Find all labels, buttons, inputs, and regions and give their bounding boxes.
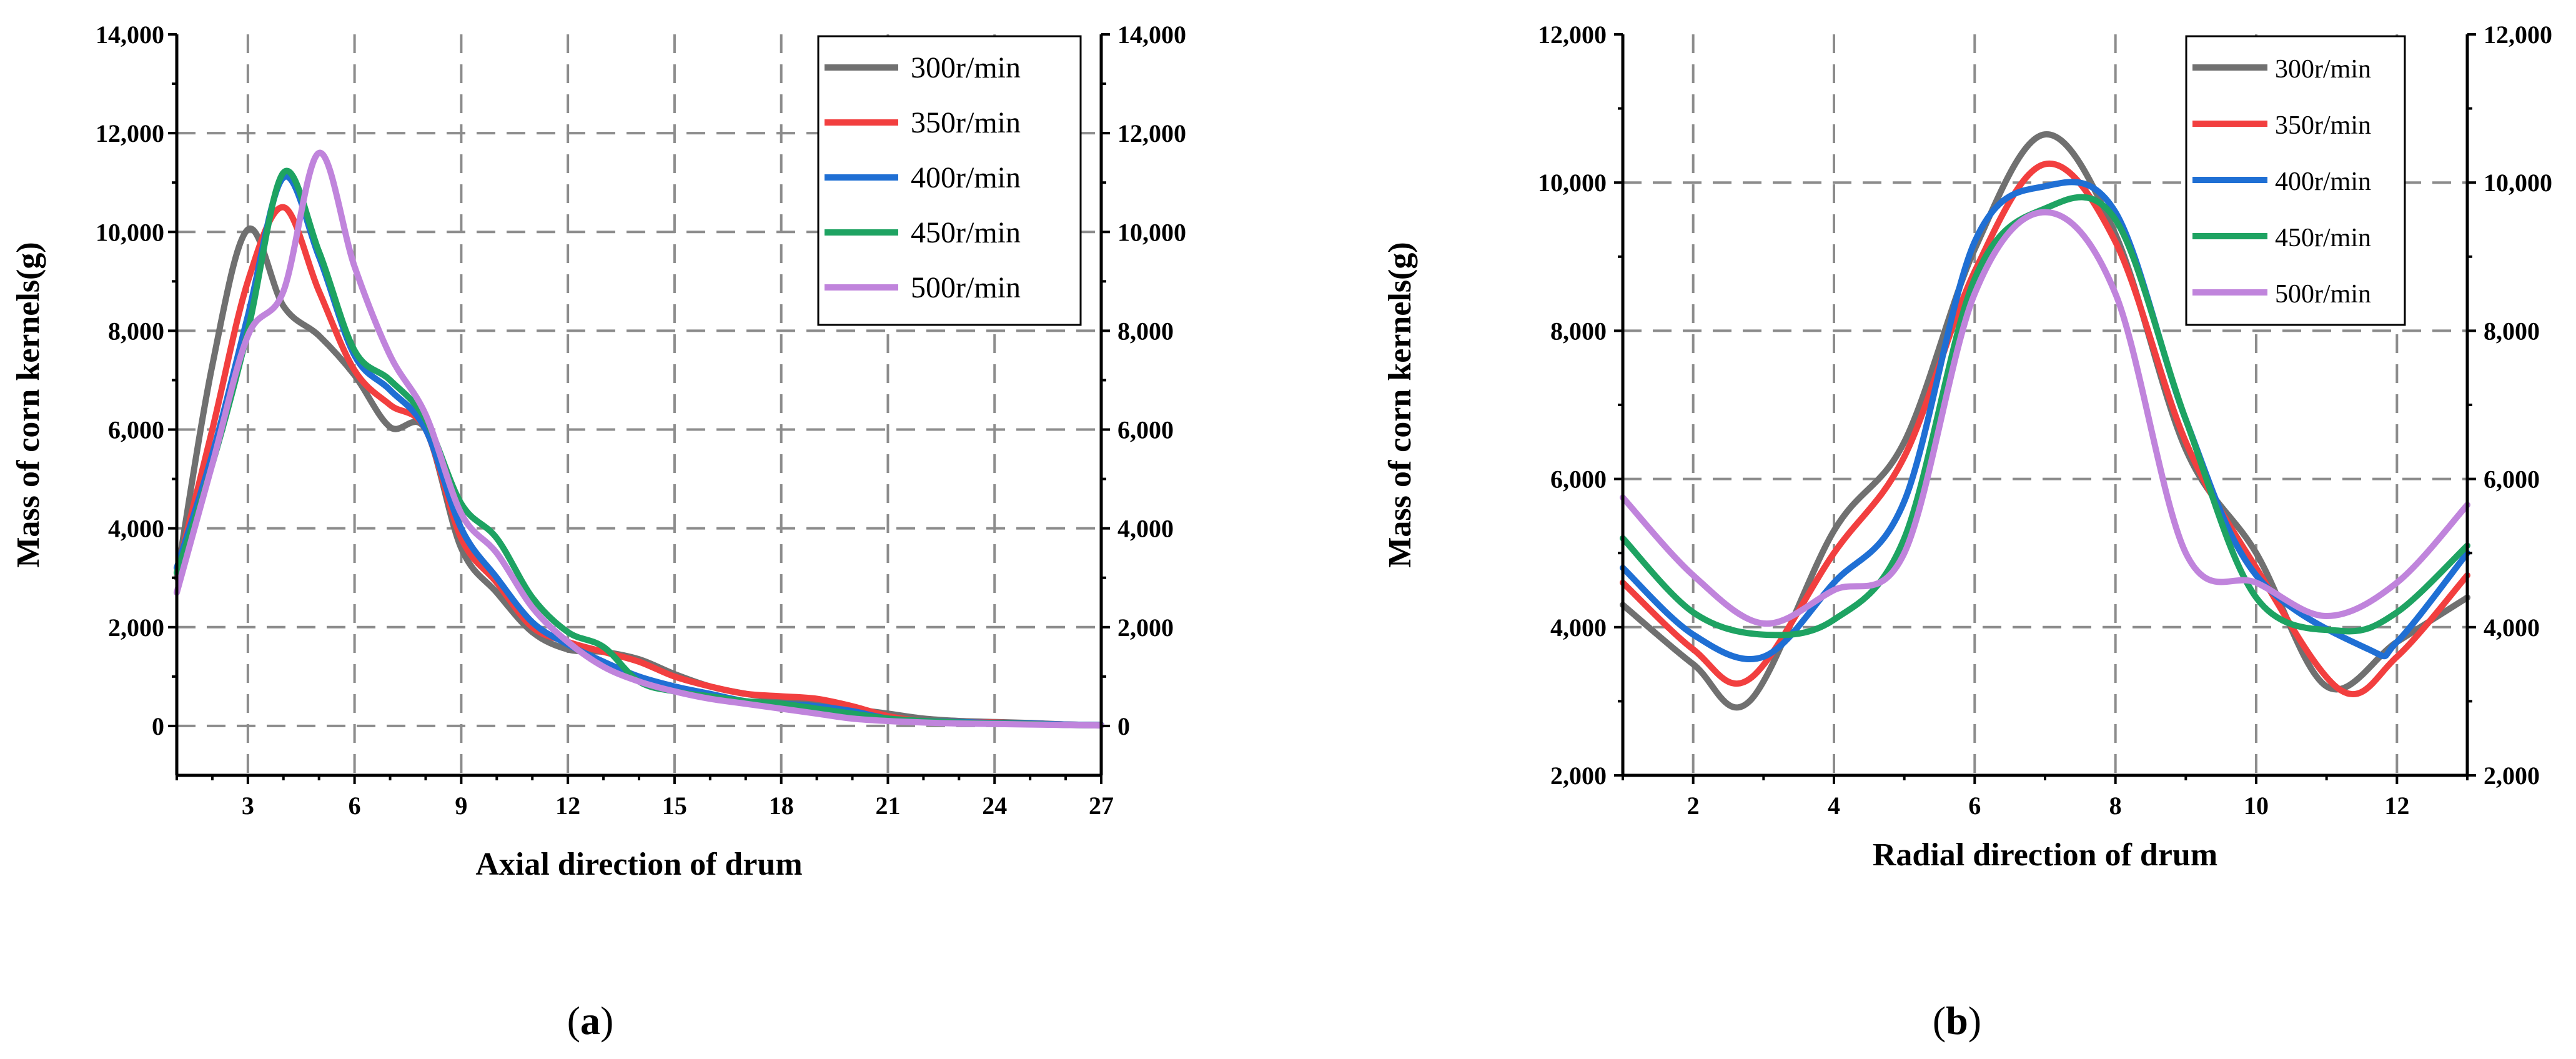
- left-y-tick-label: 14,000: [96, 21, 164, 49]
- legend: 300r/min 350r/min 400r/min 450r/min 500r/min: [817, 35, 1082, 326]
- panel-label: (b): [1933, 998, 1981, 1043]
- right-y-tick-label: 6,000: [1117, 416, 1174, 444]
- x-tick-label: 2: [1687, 792, 1700, 820]
- x-tick-label: 6: [349, 792, 361, 820]
- left-y-tick-label: 10,000: [96, 218, 164, 246]
- right-y-tick-label: 8,000: [1117, 317, 1174, 345]
- x-axis-title: Radial direction of drum: [1873, 837, 2217, 873]
- panel-label-open: (: [1933, 998, 1946, 1043]
- y-axis-title: Mass of corn kernels(g): [11, 242, 46, 567]
- panel-label-close: ): [1968, 998, 1981, 1043]
- series-line-300r/min: [1620, 131, 2470, 711]
- left-y-tick-label: 0: [152, 712, 164, 740]
- right-y-tick-label: 2,000: [2484, 762, 2540, 790]
- chart-panel-b: 2,000 2,000 4,000 4,000 6,000 6,000 8,000 8,000…: [1382, 21, 2552, 1043]
- left-y-tick-label: 4,000: [1550, 614, 1607, 642]
- legend-label-500r/min: 500r/min: [911, 271, 1021, 304]
- panel-label-open: (: [567, 998, 580, 1043]
- legend-label-450r/min: 450r/min: [911, 216, 1021, 249]
- left-y-tick-label: 6,000: [108, 416, 164, 444]
- right-y-tick-label: 0: [1117, 712, 1130, 740]
- left-y-tick-label: 12,000: [96, 119, 164, 147]
- legend-label-350r/min: 350r/min: [2275, 111, 2371, 140]
- legend-label-350r/min: 350r/min: [911, 106, 1021, 139]
- series-line-400r/min: [1620, 179, 2470, 663]
- panel-label-letter: b: [1946, 998, 1968, 1043]
- x-tick-label: 10: [2244, 792, 2269, 820]
- series-line-350r/min: [1620, 160, 2470, 697]
- x-tick-label: 15: [662, 792, 687, 820]
- panel-label-close: ): [600, 998, 613, 1043]
- left-y-tick-label: 8,000: [108, 317, 164, 345]
- legend-label-300r/min: 300r/min: [2275, 55, 2371, 84]
- right-y-tick-label: 12,000: [1117, 119, 1186, 147]
- x-tick-label: 12: [555, 792, 580, 820]
- series-line-450r/min: [1620, 194, 2470, 639]
- right-y-tick-label: 10,000: [2484, 169, 2552, 197]
- left-y-tick-label: 12,000: [1538, 21, 1607, 49]
- x-tick-label: 18: [769, 792, 794, 820]
- left-y-tick-label: 10,000: [1538, 169, 1607, 197]
- series-line-500r/min: [174, 149, 1104, 729]
- legend-label-400r/min: 400r/min: [911, 161, 1021, 194]
- right-y-tick-label: 10,000: [1117, 218, 1186, 246]
- legend: 300r/min 350r/min 400r/min 450r/min 500r/min: [2185, 35, 2406, 326]
- series-line-500r/min: [1620, 209, 2470, 627]
- left-y-tick-label: 2,000: [108, 614, 164, 642]
- legend-label-300r/min: 300r/min: [911, 51, 1021, 84]
- x-tick-label: 6: [1968, 792, 1981, 820]
- left-y-tick-label: 8,000: [1550, 317, 1607, 345]
- right-y-tick-label: 8,000: [2484, 317, 2540, 345]
- legend-label-500r/min: 500r/min: [2275, 280, 2371, 309]
- right-y-tick-label: 14,000: [1117, 21, 1186, 49]
- x-tick-label: 12: [2384, 792, 2409, 820]
- x-axis-title: Axial direction of drum: [475, 847, 802, 882]
- x-tick-label: 8: [2109, 792, 2122, 820]
- right-y-tick-label: 12,000: [2484, 21, 2552, 49]
- right-y-tick-label: 4,000: [1117, 515, 1174, 543]
- right-y-tick-label: 6,000: [2484, 465, 2540, 494]
- chart-panel-a: 0 0 2,000 2,000 4,000 4,000 6,000 6,000 8,000 8,0…: [11, 21, 1186, 1043]
- panel-label-letter: a: [580, 998, 600, 1043]
- x-tick-label: 4: [1828, 792, 1840, 820]
- left-y-tick-label: 4,000: [108, 515, 164, 543]
- panel-label: (a): [567, 998, 614, 1043]
- x-tick-label: 9: [455, 792, 467, 820]
- y-axis-title: Mass of corn kernels(g): [1382, 242, 1418, 567]
- x-tick-label: 21: [875, 792, 900, 820]
- legend-label-450r/min: 450r/min: [2275, 224, 2371, 252]
- x-tick-label: 24: [982, 792, 1007, 820]
- right-y-tick-label: 4,000: [2484, 614, 2540, 642]
- right-y-tick-label: 2,000: [1117, 614, 1174, 642]
- left-y-tick-label: 6,000: [1550, 465, 1607, 494]
- x-tick-label: 27: [1089, 792, 1114, 820]
- legend-label-400r/min: 400r/min: [2275, 167, 2371, 196]
- left-y-tick-label: 2,000: [1550, 762, 1607, 790]
- x-tick-label: 3: [242, 792, 254, 820]
